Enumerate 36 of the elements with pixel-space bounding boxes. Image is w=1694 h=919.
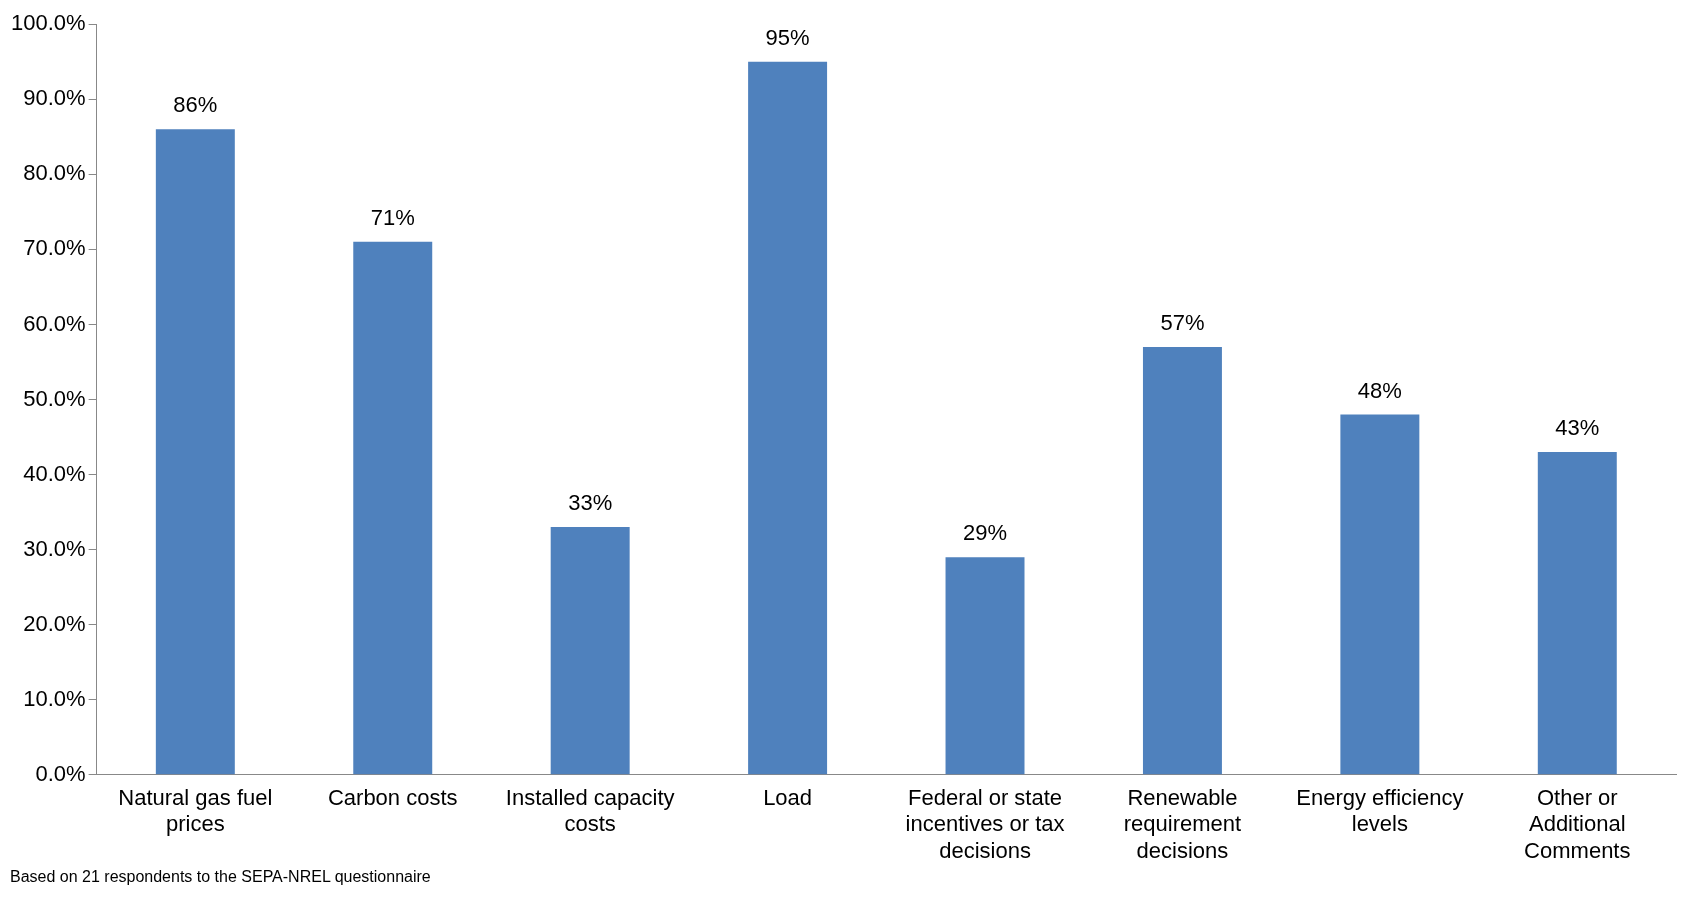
y-tick-label: 40.0% [23,460,86,486]
data-label: 95% [765,24,810,50]
bar [748,61,828,775]
data-label: 33% [568,490,613,516]
bar [550,527,630,775]
bar [1340,414,1420,775]
bar [945,557,1025,775]
bar [155,129,235,775]
y-tick-label: 100.0% [10,10,86,36]
x-tick-label: Other or Additional Comments [1524,785,1631,863]
y-tick-label: 60.0% [23,310,86,336]
y-tick-label: 90.0% [23,85,86,111]
y-tick-label: 30.0% [23,535,86,561]
x-tick-label: Natural gas fuel prices [118,785,273,837]
y-tick-label: 50.0% [23,385,86,411]
bar [1537,452,1617,775]
data-label: 48% [1357,377,1402,403]
y-tick-label: 10.0% [23,685,86,711]
text: Based on 21 respondents to the SEPA-NREL questionnaire [10,868,432,886]
data-label: 29% [963,520,1008,546]
y-tick-label: 80.0% [23,160,86,186]
x-tick-label: Energy efficiency levels [1296,785,1464,837]
data-label: 71% [370,204,415,230]
x-tick-label: Renewable requirement decisions [1123,785,1242,863]
bar [353,241,433,775]
data-label: 57% [1160,310,1205,336]
y-tick-label: 70.0% [23,235,86,261]
x-tick-label: Carbon costs [327,785,458,811]
x-tick-label: Federal or state incentives or tax decisions [905,785,1065,863]
x-tick-label: Load [763,785,813,811]
data-label: 43% [1555,415,1600,441]
x-tick-label: Installed capacity costs [505,785,675,837]
y-tick-label: 20.0% [23,610,86,636]
data-label: 86% [173,92,218,118]
bar [1142,346,1222,775]
y-tick-label: 0.0% [35,760,86,786]
